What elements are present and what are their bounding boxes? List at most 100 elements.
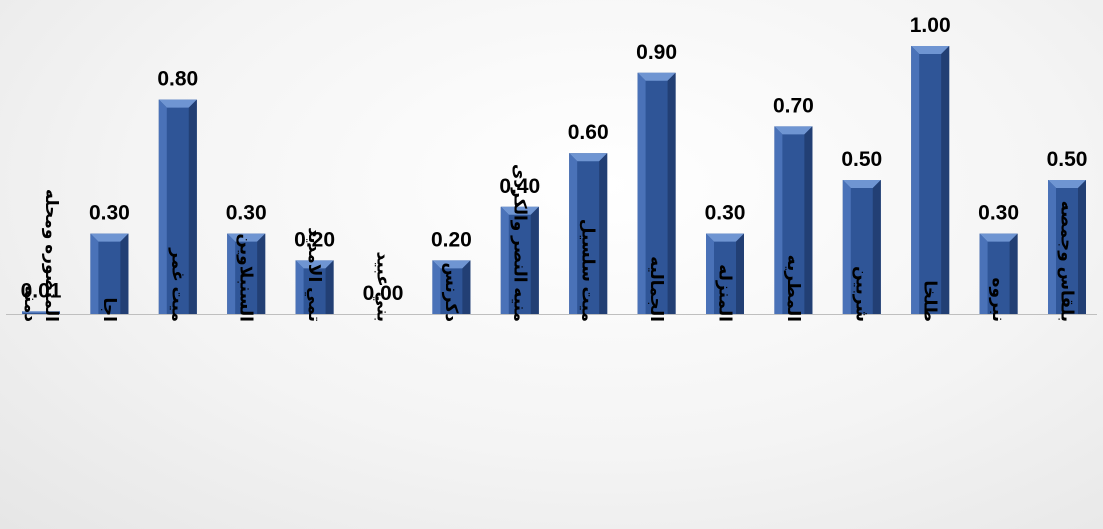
bar-bevel-left	[637, 72, 646, 314]
x-tick-label: المنزله	[715, 264, 735, 322]
bar-inner-face	[850, 188, 873, 314]
bar-bevel-top	[22, 311, 60, 313]
bar	[706, 233, 744, 314]
bar-bevel-top	[979, 233, 1018, 242]
x-tick-label: تمي الامديد	[304, 227, 324, 322]
x-tick-label: دمنه	[21, 286, 40, 323]
data-label: 0.30	[705, 202, 746, 225]
bar	[842, 180, 881, 314]
category-label: ميت سلسيل	[579, 219, 598, 322]
data-label: 0.01	[21, 279, 62, 302]
category-label: شربين	[851, 266, 871, 322]
bar-bevel-top	[774, 126, 813, 135]
bar-inner-face	[303, 268, 326, 314]
bar-bevel-left	[1048, 180, 1056, 314]
x-tick-label: نبروه	[988, 277, 1008, 322]
bar-bevel-top	[295, 260, 334, 269]
bar-bevel-top	[911, 46, 950, 54]
category-label: السنبلاوين	[236, 233, 256, 322]
bar-bevel-top	[637, 72, 676, 81]
bar-bevel-right	[804, 126, 813, 315]
category-label: اجا	[100, 298, 119, 322]
bar-bevel-left	[706, 233, 714, 314]
bar-bevel-right	[1078, 180, 1086, 314]
bar	[1048, 180, 1086, 314]
bar-bevel-right	[462, 260, 471, 314]
bar-inner-face	[782, 134, 805, 314]
category-label: منيه النصر والكردى	[509, 164, 529, 322]
bar-bevel-left	[500, 206, 509, 314]
bar	[637, 72, 676, 314]
bar-bevel-right	[188, 99, 197, 314]
bar-inner-face	[577, 161, 600, 314]
x-tick-label: شربين	[851, 266, 871, 322]
x-tick-label: دكرنس	[441, 262, 461, 322]
x-tick-label: اجا	[100, 298, 119, 322]
bar-bevel-left	[569, 153, 578, 314]
bar-bevel-left	[979, 233, 988, 314]
bar-bevel-left	[90, 233, 99, 314]
bar-bevel-right	[120, 233, 129, 314]
bar-inner-face	[440, 268, 463, 314]
bar-bevel-right	[1009, 233, 1018, 314]
bar-inner-face	[714, 241, 736, 314]
bar-bevel-left	[432, 260, 441, 314]
bar-inner-face	[987, 241, 1010, 314]
data-label: 0.50	[841, 148, 882, 171]
bar	[158, 99, 197, 314]
data-label: 0.00	[363, 282, 404, 305]
bar-bevel-right	[599, 153, 608, 314]
category-label: دكرنس	[441, 262, 461, 322]
bar-bevel-left	[774, 126, 783, 315]
bar	[569, 153, 608, 314]
x-tick-label: طلخا	[921, 280, 940, 322]
bar-bevel-top	[500, 206, 539, 215]
value-labels-layer: 0.01 0.30 0.80 0.30 0.20 0.00 0.20 0.40 0.60 0.90…	[21, 14, 1088, 305]
data-label: 0.30	[978, 202, 1019, 225]
bar-bevel-top	[842, 180, 881, 188]
bar	[22, 311, 60, 314]
x-tick-label: بني عبيد	[373, 251, 393, 322]
data-label: 0.50	[1047, 148, 1088, 171]
bar	[911, 46, 950, 314]
bar-bevel-top	[569, 153, 608, 162]
bar-bevel-left	[158, 99, 167, 314]
bar-bevel-right	[257, 233, 266, 314]
bar	[979, 233, 1018, 314]
data-label: 0.30	[89, 202, 130, 225]
category-label: المطريه	[783, 255, 803, 322]
bar-bevel-left	[911, 46, 920, 314]
bar	[90, 233, 129, 314]
x-tick-label: السنبلاوين	[236, 233, 256, 322]
bar-bevel-top	[432, 260, 471, 269]
bar-bevel-top	[227, 233, 266, 242]
x-tick-label: ميت سلسيل	[579, 219, 598, 322]
bar-bevel-right	[325, 260, 334, 314]
x-tick-label: منيه النصر والكردى	[509, 164, 529, 322]
data-label: 0.60	[568, 121, 609, 144]
bar-bevel-right	[872, 180, 881, 314]
bar	[500, 206, 539, 314]
bar-bevel-right	[58, 311, 60, 314]
bar	[432, 260, 471, 314]
x-tick-label: المطريه	[783, 255, 803, 322]
bar-inner-face	[919, 54, 942, 314]
bar-inner-face	[645, 80, 668, 314]
bar-inner-face	[508, 214, 531, 314]
data-label: 0.30	[226, 202, 267, 225]
bar-bevel-top	[90, 233, 129, 242]
data-label: 0.90	[636, 41, 677, 64]
x-tick-label: الجماليه	[647, 256, 666, 322]
bar-bevel-right	[941, 46, 950, 314]
bar-bevel-right	[667, 72, 676, 314]
x-tick-label: بلقاس وجمصه	[1057, 201, 1077, 322]
bar-inner-face	[235, 241, 258, 314]
category-label: الجماليه	[647, 256, 666, 322]
bar-bevel-top	[1048, 180, 1086, 188]
category-label: بني عبيد	[373, 251, 393, 322]
bar	[295, 260, 334, 314]
bar-inner-face	[98, 241, 121, 314]
